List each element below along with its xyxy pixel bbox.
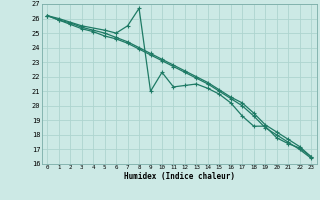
X-axis label: Humidex (Indice chaleur): Humidex (Indice chaleur) (124, 172, 235, 181)
